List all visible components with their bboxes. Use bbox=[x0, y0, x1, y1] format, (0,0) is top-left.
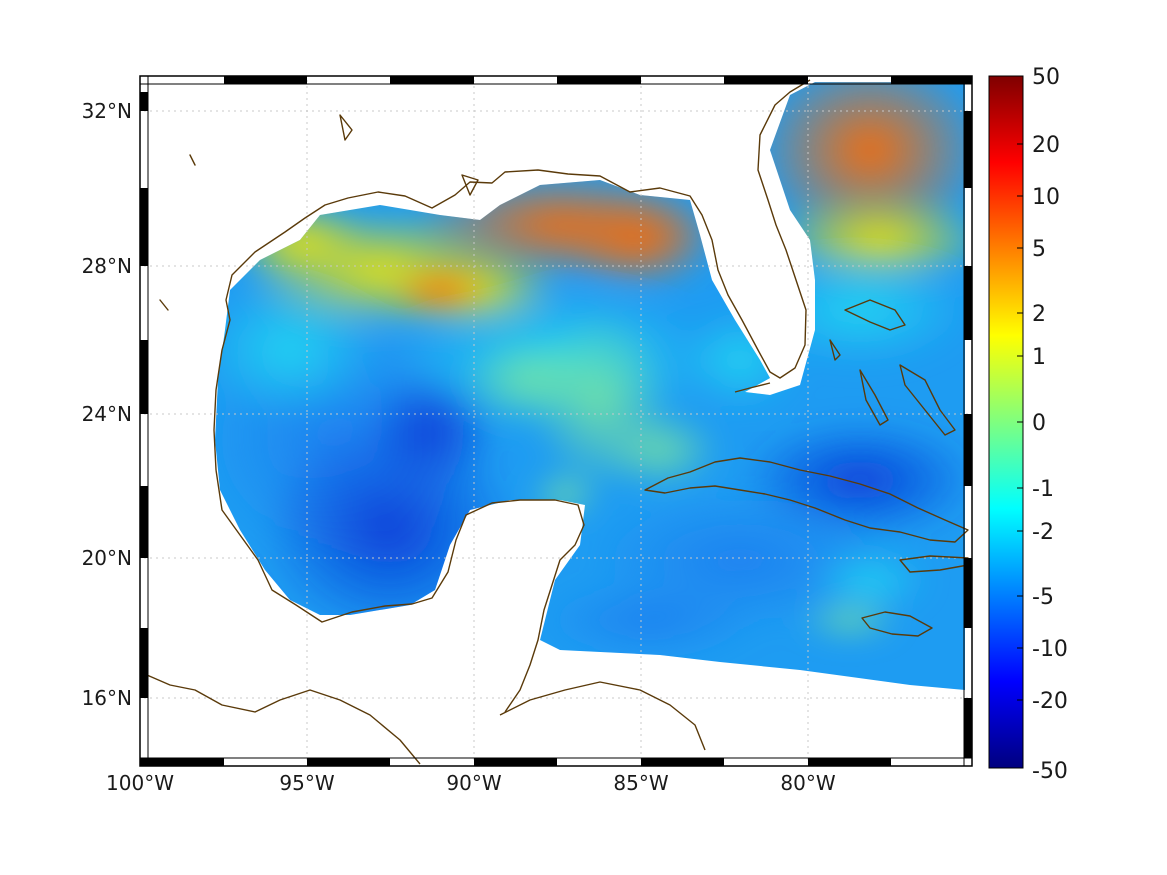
lon-tick-label: 95°W bbox=[279, 771, 334, 795]
mexico-east-coast bbox=[215, 469, 585, 713]
lat-tick-label: 28°N bbox=[82, 254, 132, 278]
colorbar-label: 20 bbox=[1032, 133, 1060, 158]
lat-tick-label: 20°N bbox=[82, 546, 132, 570]
coastlines bbox=[139, 79, 969, 765]
anomaly-field bbox=[215, 82, 965, 690]
colorbar-label: 2 bbox=[1032, 302, 1046, 327]
florida-keys bbox=[734, 382, 771, 393]
colorbar: 50 20 10 5 2 1 0 -1 -2 -5 -10 -20 -50 bbox=[988, 65, 1068, 784]
colorbar-label: 1 bbox=[1032, 345, 1046, 370]
lon-tick-label: 80°W bbox=[780, 771, 835, 795]
jamaica-outline bbox=[861, 611, 933, 637]
colorbar-label: -1 bbox=[1032, 477, 1054, 502]
lat-tick-labels: 32°N 28°N 24°N 20°N 16°N bbox=[82, 99, 132, 710]
graticule bbox=[144, 80, 968, 764]
colorbar-label: -10 bbox=[1032, 637, 1068, 662]
bahamas-islands bbox=[829, 299, 956, 436]
lon-tick-label: 85°W bbox=[613, 771, 668, 795]
central-america-coast bbox=[139, 671, 421, 765]
louisiana-islands bbox=[159, 114, 479, 311]
map-frame bbox=[139, 75, 973, 767]
cuba-outline bbox=[644, 457, 969, 543]
colorbar-label: 0 bbox=[1032, 411, 1046, 436]
colorbar-label: -20 bbox=[1032, 689, 1068, 714]
lat-tick-label: 24°N bbox=[82, 402, 132, 426]
colorbar-label: -5 bbox=[1032, 585, 1054, 610]
lon-tick-label: 90°W bbox=[446, 771, 501, 795]
colorbar-label: 10 bbox=[1032, 185, 1060, 210]
lon-tick-label: 100°W bbox=[106, 771, 174, 795]
honduras-coast bbox=[499, 681, 706, 751]
colorbar-label: -2 bbox=[1032, 520, 1054, 545]
lat-tick-label: 32°N bbox=[82, 99, 132, 123]
lon-tick-labels: 100°W 95°W 90°W 85°W 80°W bbox=[106, 771, 836, 795]
colorbar-label: 50 bbox=[1032, 65, 1060, 90]
colorbar-label: 5 bbox=[1032, 237, 1046, 262]
us-gulf-coast bbox=[213, 79, 811, 471]
lat-tick-label: 16°N bbox=[82, 686, 132, 710]
colorbar-ticks bbox=[1017, 143, 1023, 701]
colorbar-label: -50 bbox=[1032, 759, 1068, 784]
